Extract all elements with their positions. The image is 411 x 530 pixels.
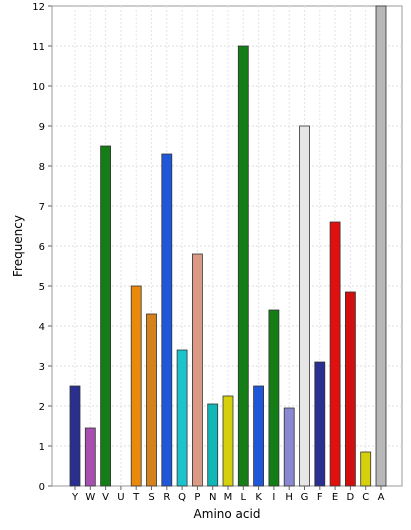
y-tick-label: 3: [39, 362, 45, 373]
x-tick-label: R: [163, 492, 170, 503]
x-tick-label: D: [347, 492, 355, 503]
bar-Y: [69, 385, 81, 487]
x-tick-label: T: [132, 492, 140, 503]
x-tick-label: K: [255, 492, 262, 503]
x-tick-label: S: [148, 492, 154, 503]
bar-V: [100, 145, 111, 487]
bar-R: [161, 153, 173, 487]
bar-H: [283, 407, 295, 487]
bar-K: [253, 385, 265, 487]
y-tick-label: 12: [32, 2, 45, 13]
y-tick-label: 9: [39, 122, 45, 133]
bar-L: [237, 45, 249, 487]
x-tick-label: F: [317, 492, 323, 503]
x-tick-label: V: [102, 492, 109, 503]
x-tick-label: G: [301, 492, 309, 503]
bar-C: [360, 451, 372, 487]
x-tick-label: Y: [71, 492, 79, 503]
y-tick-label: 2: [39, 402, 45, 413]
x-tick-label: L: [241, 492, 247, 503]
bar-series: [69, 5, 387, 487]
y-tick-label: 8: [39, 162, 45, 173]
bar-S: [146, 313, 157, 487]
x-tick-label: P: [194, 492, 200, 503]
bar-I: [268, 309, 280, 487]
bar-M: [222, 395, 234, 487]
x-tick-label: E: [332, 492, 338, 503]
y-tick-label: 6: [39, 242, 45, 253]
y-tick-label: 4: [39, 322, 45, 333]
x-tick-label: W: [85, 492, 95, 503]
y-tick-label: 10: [32, 82, 45, 93]
x-tick-label: C: [362, 492, 369, 503]
bar-N: [207, 403, 219, 487]
x-tick-label: U: [117, 492, 124, 503]
bar-A: [375, 5, 387, 487]
bar-P: [191, 253, 203, 487]
bar-F: [314, 361, 326, 487]
x-tick-label: H: [285, 492, 293, 503]
bar-E: [329, 221, 341, 487]
x-axis-label: Amino acid: [194, 507, 261, 521]
x-tick-label: M: [224, 492, 233, 503]
x-tick-label: N: [209, 492, 216, 503]
x-tick-label: I: [272, 492, 275, 503]
y-tick-label: 0: [39, 482, 45, 493]
bar-T: [130, 285, 142, 487]
bar-Q: [176, 349, 188, 487]
x-tick-label: A: [378, 492, 385, 503]
bar-D: [344, 291, 356, 487]
y-tick-label: 7: [39, 202, 45, 213]
x-tick-label: Q: [178, 492, 186, 503]
bar-G: [299, 125, 310, 487]
y-tick-label: 5: [39, 282, 45, 293]
bar-W: [84, 427, 96, 487]
y-tick-label: 1: [39, 442, 45, 453]
y-axis-label: Frequency: [11, 215, 25, 277]
y-tick-label: 11: [32, 42, 45, 53]
